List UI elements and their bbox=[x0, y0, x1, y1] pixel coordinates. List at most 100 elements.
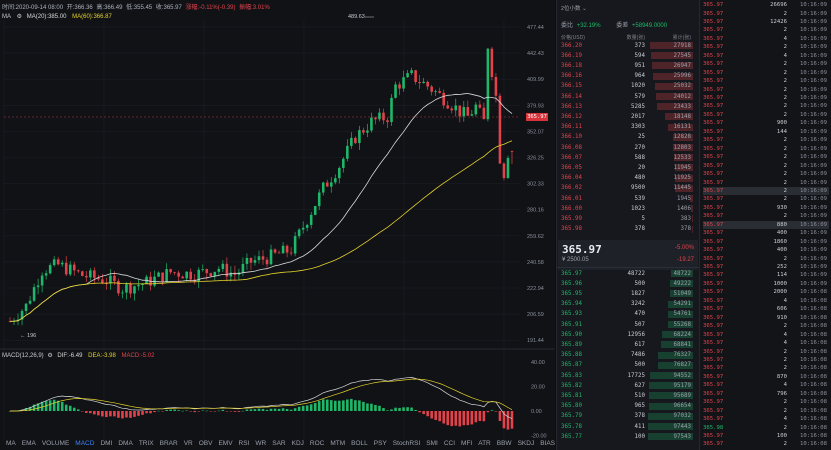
depth-bar bbox=[669, 290, 693, 298]
tab-dmi[interactable]: DMI bbox=[100, 440, 113, 447]
tab-vr[interactable]: VR bbox=[183, 440, 193, 447]
bid-row[interactable]: 365.89 617 68841 bbox=[561, 340, 693, 349]
macd-histogram-bar bbox=[185, 410, 188, 412]
candle-body bbox=[466, 107, 470, 116]
ask-row[interactable]: 366.15 1020 25032 bbox=[561, 82, 693, 91]
candle-body bbox=[165, 269, 168, 282]
trade-price: 365.97 bbox=[703, 416, 724, 423]
price-column-header: 价格(USD) bbox=[561, 35, 585, 41]
ask-row[interactable]: 366.10 25 12828 bbox=[561, 133, 693, 142]
tab-stochrsi[interactable]: StochRSI bbox=[392, 440, 421, 447]
macd-histogram-bar bbox=[64, 404, 68, 411]
precision-select[interactable]: 2位小数 ⌄ bbox=[561, 4, 587, 12]
trade-time: 10:16:08 bbox=[800, 407, 827, 414]
ask-row[interactable]: 366.04 480 11925 bbox=[561, 174, 693, 183]
bid-row[interactable]: 365.90 12956 68224 bbox=[561, 330, 693, 339]
tab-bbw[interactable]: BBW bbox=[496, 440, 512, 447]
ask-row[interactable]: 366.05 20 11945 bbox=[561, 163, 693, 172]
bid-row[interactable]: 365.95 1827 51049 bbox=[561, 289, 693, 298]
candle-body bbox=[285, 245, 289, 253]
bid-row[interactable]: 365.77 100 97543 bbox=[561, 432, 693, 441]
low-marker: ← 196 bbox=[20, 333, 36, 339]
ratio-value: +32.19% bbox=[576, 23, 601, 29]
trade-time: 10:16:09 bbox=[800, 95, 827, 102]
bid-row[interactable]: 365.94 3242 54291 bbox=[561, 300, 693, 309]
bid-row[interactable]: 365.82 627 95179 bbox=[561, 381, 693, 390]
ma20-value: MA(20):385.00 bbox=[26, 14, 67, 20]
tab-emv[interactable]: EMV bbox=[218, 440, 233, 447]
y-tick-label: 222.94 bbox=[527, 286, 544, 292]
tab-mtm[interactable]: MTM bbox=[330, 440, 346, 447]
bid-row[interactable]: 365.93 470 54761 bbox=[561, 310, 693, 319]
candle-body bbox=[56, 259, 60, 265]
tab-brar[interactable]: BRAR bbox=[159, 440, 178, 447]
tab-roc[interactable]: ROC bbox=[309, 440, 325, 447]
bid-row[interactable]: 365.81 510 95689 bbox=[561, 391, 693, 400]
tab-smi[interactable]: SMI bbox=[426, 440, 438, 447]
tab-boll[interactable]: BOLL bbox=[351, 440, 368, 447]
tab-psy[interactable]: PSY bbox=[373, 440, 387, 447]
bid-row[interactable]: 365.91 507 55268 bbox=[561, 320, 693, 329]
kline-chart-panel[interactable]: 477.44 442.43 409.99 379.93 352.07 326.25 302.… bbox=[0, 0, 555, 450]
bid-row[interactable]: 365.87 500 76827 bbox=[561, 361, 693, 370]
ask-row[interactable]: 366.16 964 25996 bbox=[561, 72, 693, 81]
tab-bias[interactable]: BIAS bbox=[540, 440, 556, 447]
macd-histogram-bar bbox=[338, 400, 341, 411]
ask-row[interactable]: 365.99 5 383 bbox=[561, 214, 693, 223]
trade-row: 365.97 2 10:16:09 bbox=[703, 43, 829, 51]
high-marker: 489.63 bbox=[348, 14, 365, 20]
ask-row[interactable]: 366.20 373 27918 bbox=[561, 41, 693, 50]
trade-qty: 2 bbox=[783, 356, 787, 363]
trade-qty: 4 bbox=[783, 52, 787, 59]
macd-histogram-bar bbox=[362, 401, 365, 411]
settings-icon[interactable]: ⚙ bbox=[16, 14, 23, 20]
tab-dma[interactable]: DMA bbox=[118, 440, 133, 447]
tab-ma[interactable]: MA bbox=[6, 440, 16, 447]
tab-mfi[interactable]: MFI bbox=[461, 440, 473, 447]
trade-price: 365.97 bbox=[703, 297, 724, 304]
ask-row[interactable]: 366.01 539 1945 bbox=[561, 194, 693, 203]
candle-body bbox=[406, 73, 409, 78]
trade-price: 365.97 bbox=[703, 35, 724, 42]
macd-histogram-bar bbox=[89, 411, 92, 414]
candlestick-chart[interactable]: 477.44 442.43 409.99 379.93 352.07 326.25 302.… bbox=[0, 0, 555, 450]
ask-row[interactable]: 366.07 588 12533 bbox=[561, 153, 693, 162]
ask-row[interactable]: 366.12 2017 18148 bbox=[561, 112, 693, 121]
settings-icon[interactable]: ⚙ bbox=[47, 353, 53, 359]
bid-row[interactable]: 365.83 17725 94552 bbox=[561, 371, 693, 380]
bid-row[interactable]: 365.80 965 96654 bbox=[561, 402, 693, 411]
tab-macd[interactable]: MACD bbox=[75, 440, 95, 447]
tab-rsi[interactable]: RSI bbox=[238, 440, 250, 447]
trade-row: 365.97 2 10:16:09 bbox=[703, 9, 829, 17]
tab-kdj[interactable]: KDJ bbox=[291, 440, 304, 447]
tab-obv[interactable]: OBV bbox=[198, 440, 213, 447]
ask-row[interactable]: 366.19 594 27545 bbox=[561, 51, 693, 60]
tab-ema[interactable]: EMA bbox=[21, 440, 36, 447]
ask-row[interactable]: 366.11 3303 16131 bbox=[561, 123, 693, 132]
row-price: 366.18 bbox=[561, 62, 582, 69]
tab-volume[interactable]: VOLUME bbox=[41, 440, 70, 447]
bid-row[interactable]: 365.97 48722 48722 bbox=[561, 269, 693, 278]
ask-row[interactable]: 366.00 1023 1406 bbox=[561, 204, 693, 213]
ask-row[interactable]: 366.02 9500 11445 bbox=[561, 184, 693, 193]
ask-row[interactable]: 366.18 951 26947 bbox=[561, 61, 693, 70]
tab-skdj[interactable]: SKDJ bbox=[517, 440, 535, 447]
macd-histogram-bar bbox=[217, 410, 221, 412]
ask-row[interactable]: 366.08 270 12803 bbox=[561, 143, 693, 152]
tab-trix[interactable]: TRIX bbox=[138, 440, 154, 447]
trade-price: 365.97 bbox=[703, 2, 724, 9]
ask-row[interactable]: 365.98 378 378 bbox=[561, 225, 693, 234]
bid-row[interactable]: 365.88 7486 76327 bbox=[561, 351, 693, 360]
tab-sar[interactable]: SAR bbox=[272, 440, 286, 447]
tab-atr[interactable]: ATR bbox=[478, 440, 491, 447]
row-total: 76827 bbox=[673, 362, 691, 369]
bid-row[interactable]: 365.78 411 97443 bbox=[561, 422, 693, 431]
row-total: 27545 bbox=[673, 52, 691, 59]
bid-row[interactable]: 365.79 378 97032 bbox=[561, 412, 693, 421]
tab-wr[interactable]: WR bbox=[255, 440, 267, 447]
bid-row[interactable]: 365.96 500 49222 bbox=[561, 279, 693, 288]
ask-row[interactable]: 366.13 5285 23433 bbox=[561, 102, 693, 111]
trade-row: 365.97 2 10:16:08 bbox=[703, 322, 829, 330]
ask-row[interactable]: 366.14 579 24012 bbox=[561, 92, 693, 101]
tab-cci[interactable]: CCI bbox=[443, 440, 456, 447]
